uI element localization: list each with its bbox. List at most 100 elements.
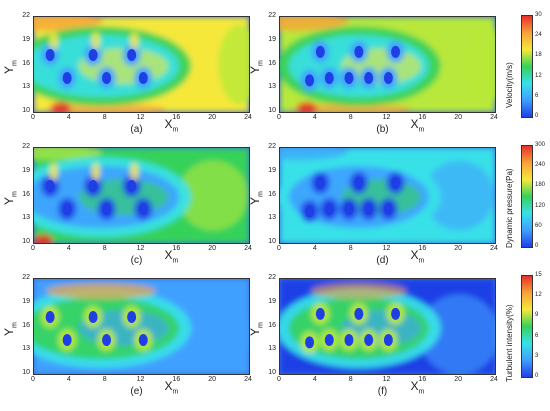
obstacle-core [315,45,325,58]
x-tick-label: 12 [136,245,145,252]
colorbar-tick-label: 18 [535,52,542,59]
obstacle-core [127,49,137,61]
y-tick-label: 22 [268,12,276,19]
y-axis-label: Ym [2,190,19,205]
obstacle-core [102,202,112,215]
colorbar-turbulent-intensity [521,275,533,378]
colorbar-tick-label: 180 [535,182,546,189]
panel-label: (c) [130,255,143,266]
obstacle-core [88,311,98,323]
x-tick-label: 20 [208,114,217,121]
contour-region [91,31,100,50]
x-tick-label: 4 [66,245,71,252]
colorbar-tick-label: 0 [535,113,539,119]
obstacle-core [324,71,334,84]
obstacle-core [315,307,325,320]
y-tick-label: 16 [22,190,30,198]
obstacle-core [315,176,325,189]
x-tick-label: 16 [172,245,181,252]
panel-label: (f) [377,386,388,397]
obstacle-core [102,71,112,84]
y-tick-label: 22 [22,143,30,150]
contour-svg-f [280,279,495,374]
colorbar-tick-label: 6 [535,92,539,99]
contour-region [34,234,53,243]
contour-region [130,31,139,50]
x-tick-label: 16 [418,114,427,121]
x-tick-label: 20 [208,245,217,252]
x-tick-label: 12 [382,245,391,252]
colorbar-tick-label: 15 [535,272,542,278]
colorbar-tick-label: 6 [535,332,539,339]
x-tick-label: 0 [31,376,35,383]
y-tick-label: 13 [268,83,276,91]
obstacle-core [383,333,393,346]
contour-region [424,160,495,231]
x-axis-label: Xm [164,117,179,134]
y-tick-label: 16 [268,321,276,329]
y-tick-label: 13 [268,345,276,353]
x-axis-label: Xm [410,248,425,265]
y-axis-label: Ym [2,321,19,336]
contour-region [291,103,412,112]
colorbar-title-turbulent-intensity: Turbulent intensity(%) [505,304,514,382]
x-tick-label: 24 [244,376,252,383]
colorbar-title-velocity: Velocity(m/s) [505,62,514,108]
x-tick-label: 4 [66,114,71,121]
x-tick-label: 8 [348,114,353,121]
contour-region [45,103,166,112]
contour-panel-b [279,16,496,113]
x-axis-label: Xm [410,117,425,134]
y-axis-label: Ym [248,190,265,205]
contour-region [310,282,407,299]
contour-region [280,148,348,160]
contour-region [91,162,100,181]
obstacle-core [354,307,364,320]
panel-label: (e) [130,386,143,397]
colorbar-tick-label: 9 [535,312,539,319]
obstacle-core [324,333,334,346]
obstacle-core [127,311,137,323]
colorbar-tick-label: 24 [535,32,542,39]
x-tick-label: 16 [418,245,427,252]
contour-panel-e [33,278,250,375]
obstacle-core [344,71,354,84]
colorbar-tick-label: 0 [535,243,539,249]
y-axis-label: Ym [248,321,265,336]
x-tick-label: 16 [172,114,181,121]
contour-region [173,294,249,374]
contour-svg-b [280,17,495,112]
x-axis-label: Xm [410,379,425,396]
colorbar-tick-label: 12 [535,72,542,79]
y-tick-label: 13 [268,214,276,222]
obstacle-core [62,202,72,215]
panel-label: (a) [130,124,143,135]
y-tick-label: 10 [22,107,30,114]
y-tick-label: 16 [268,190,276,198]
obstacle-core [324,202,334,215]
colorbar-tick-label: 12 [535,292,542,299]
obstacle-core [305,336,315,349]
y-tick-label: 19 [268,35,276,43]
colorbar-tick-label: 240 [535,162,546,169]
contour-panel-a [33,16,250,113]
x-tick-label: 20 [454,245,463,252]
contour-region [130,162,139,181]
x-tick-label: 0 [31,114,35,121]
obstacle-core [354,176,364,189]
obstacle-core [88,49,98,61]
obstacle-core [127,180,137,192]
y-tick-label: 19 [268,297,276,305]
colorbar-tick-label: 120 [535,202,546,209]
panel-label: (d) [376,255,389,266]
y-tick-label: 19 [22,35,30,43]
x-tick-label: 4 [312,376,317,383]
obstacle-core [364,202,374,215]
y-axis-label: Ym [248,59,265,74]
contour-panel-f [279,278,496,375]
contour-region [218,24,249,105]
obstacle-core [102,333,112,346]
y-tick-label: 22 [268,143,276,150]
y-tick-label: 16 [268,59,276,67]
x-tick-label: 20 [208,376,217,383]
